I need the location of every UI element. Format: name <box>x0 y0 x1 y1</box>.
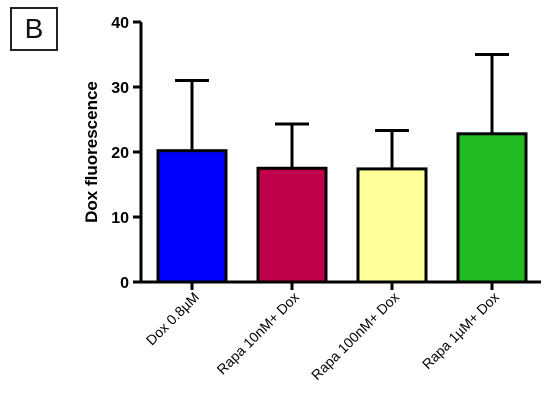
bar-3 <box>356 167 428 284</box>
y-tick-label-40: 40 <box>111 15 129 32</box>
y-axis-title: Dox fluorescence <box>82 81 101 223</box>
x-tick-label-1: Dox 0.8µM <box>143 289 202 348</box>
y-axis-title-group: Dox fluorescence <box>82 81 101 223</box>
y-tick-label-20: 20 <box>111 145 129 162</box>
y-tick-label-0: 0 <box>120 275 129 292</box>
error-bars-group <box>175 53 509 169</box>
bar-2 <box>256 166 328 284</box>
x-tick-label-2: Rapa 10nM+ Dox <box>213 289 302 378</box>
x-tick-label-3: Rapa 100nM+ Dox <box>308 289 402 383</box>
y-tick-label-10: 10 <box>111 210 129 227</box>
bar-1 <box>156 149 228 284</box>
x-tick-label-4: Rapa 1µM+ Dox <box>419 289 502 372</box>
bars-group <box>156 132 528 284</box>
y-tick-label-30: 30 <box>111 80 129 97</box>
panel-label-box: B <box>10 7 58 51</box>
bar-4 <box>456 132 528 284</box>
panel-label: B <box>24 13 44 44</box>
